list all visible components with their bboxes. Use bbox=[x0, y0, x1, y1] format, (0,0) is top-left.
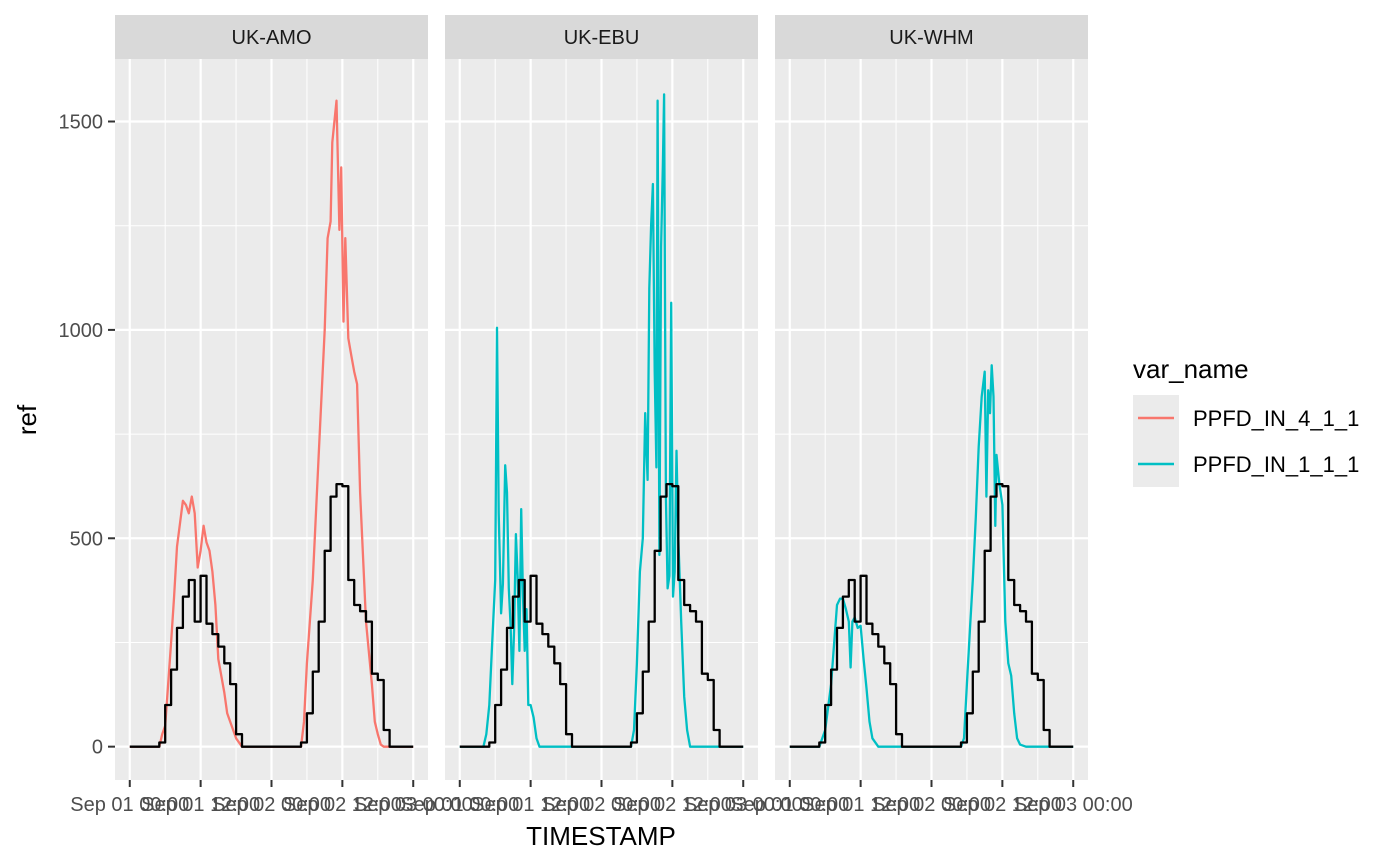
reference-line bbox=[459, 482, 744, 748]
facet-strip bbox=[115, 15, 428, 59]
facet-panel-uk-whm: UK-WHM bbox=[775, 15, 1088, 780]
y-tick-label: 1500 bbox=[59, 112, 104, 134]
x-tick-label: Sep 02 00:00 bbox=[872, 794, 991, 816]
y-axis-title: ref bbox=[12, 404, 42, 435]
x-tick-label: Sep 02 12:00 bbox=[283, 794, 402, 816]
legend: var_name PPFD_IN_4_1_1 PPFD_IN_1_1_1 bbox=[1133, 354, 1359, 487]
x-tick-label: Sep 01 00:00 bbox=[400, 794, 519, 816]
reference-line bbox=[789, 482, 1074, 748]
legend-label: PPFD_IN_1_1_1 bbox=[1193, 452, 1359, 477]
facet-strip-label: UK-WHM bbox=[889, 27, 973, 49]
legend-key-background bbox=[1133, 395, 1179, 487]
series-line-ppfd-in-1-1-1 bbox=[789, 364, 1074, 748]
x-tick-label: Sep 02 00:00 bbox=[212, 794, 331, 816]
facet-strip bbox=[775, 15, 1088, 59]
facet-strip bbox=[445, 15, 758, 59]
reference-line bbox=[129, 482, 414, 748]
y-axis: 0 500 1000 1500 bbox=[59, 112, 115, 759]
x-tick-label: Sep 01 12:00 bbox=[141, 794, 260, 816]
x-tick-label: Sep 01 00:00 bbox=[730, 794, 849, 816]
facet-panel-uk-amo: UK-AMO bbox=[115, 15, 428, 780]
legend-label: PPFD_IN_4_1_1 bbox=[1193, 406, 1359, 431]
x-tick-label: Sep 02 00:00 bbox=[542, 794, 661, 816]
legend-title: var_name bbox=[1133, 354, 1249, 384]
facet-strip-label: UK-EBU bbox=[564, 27, 640, 49]
x-tick-label: Sep 01 12:00 bbox=[471, 794, 590, 816]
x-tick-label: Sep 03 00:00 bbox=[684, 794, 803, 816]
y-tick-label: 1000 bbox=[59, 320, 104, 342]
x-tick-label: Sep 02 12:00 bbox=[613, 794, 732, 816]
facet-panel-uk-ebu: UK-EBU bbox=[445, 15, 758, 780]
x-tick-label: Sep 01 12:00 bbox=[801, 794, 920, 816]
y-tick-label: 0 bbox=[92, 737, 103, 759]
x-tick-label: Sep 02 12:00 bbox=[943, 794, 1062, 816]
x-tick-label: Sep 03 00:00 bbox=[1014, 794, 1133, 816]
x-tick-label: Sep 01 00:00 bbox=[70, 794, 189, 816]
x-axis-title: TIMESTAMP bbox=[526, 821, 676, 851]
panels-layer: UK-AMO UK-EBU UK-WHM bbox=[115, 15, 1088, 780]
facet-strip-label: UK-AMO bbox=[232, 27, 312, 49]
y-tick-label: 500 bbox=[70, 528, 103, 550]
x-tick-label: Sep 03 00:00 bbox=[354, 794, 473, 816]
